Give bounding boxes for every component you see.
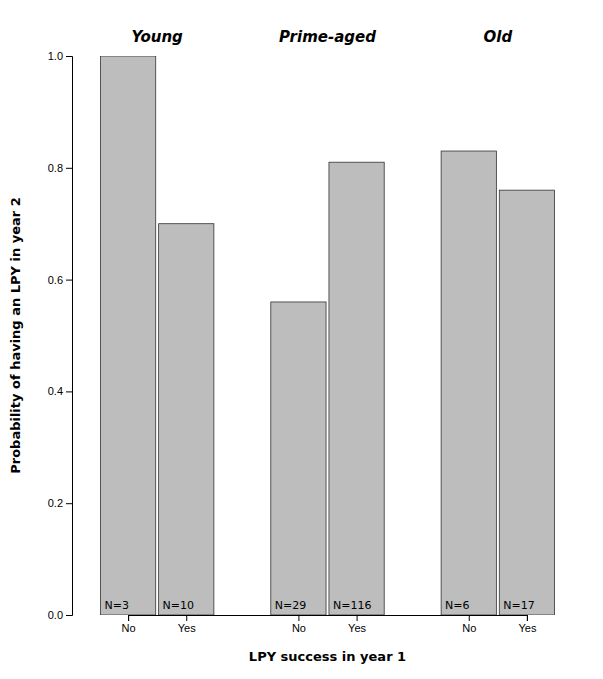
bar	[159, 224, 214, 615]
x-axis-line	[129, 616, 528, 622]
x-tick-mark	[357, 615, 358, 621]
x-tick-mark	[527, 615, 528, 621]
plot: 0.0 0.2 0.4 0.6 0.8 1.0 No Yes No Yes No Yes N=3 N=10…	[48, 28, 555, 634]
x-tick: No	[292, 615, 306, 634]
y-tick-label: 0.2	[48, 497, 63, 509]
x-tick-label: Yes	[348, 622, 366, 634]
x-tick-label: No	[462, 622, 476, 634]
x-tick-mark	[186, 615, 187, 621]
bars	[100, 56, 554, 615]
x-tick-mark	[469, 615, 470, 621]
n-labels: N=3 N=10 N=29 N=116 N=6 N=17	[104, 599, 534, 612]
bar	[100, 56, 155, 615]
n-label: N=3	[104, 599, 128, 612]
y-tick-mark	[66, 168, 72, 169]
n-label: N=29	[275, 599, 306, 612]
x-tick-label: Yes	[518, 622, 536, 634]
x-tick: No	[122, 615, 136, 634]
y-tick: 0.4	[48, 385, 72, 397]
group-labels: Young Prime-aged Old	[132, 28, 513, 46]
x-tick: No	[462, 615, 476, 634]
group-label: Old	[484, 28, 513, 46]
y-tick: 0.2	[48, 497, 72, 509]
y-tick-mark	[66, 391, 72, 392]
y-tick-mark	[66, 615, 72, 616]
y-tick-mark	[66, 56, 72, 57]
y-tick: 0.0	[48, 609, 72, 621]
x-axis: No Yes No Yes No Yes	[122, 615, 537, 634]
x-tick-mark	[128, 615, 129, 621]
y-axis-line	[66, 57, 73, 616]
bar	[441, 151, 496, 615]
y-tick-label: 0.8	[48, 162, 63, 174]
y-axis-title: Probability of having an LPY in year 2	[8, 197, 23, 474]
y-tick: 0.6	[48, 274, 72, 286]
x-axis-title: LPY success in year 1	[249, 649, 406, 664]
chart: 0.0 0.2 0.4 0.6 0.8 1.0 No Yes No Yes No Yes N=3 N=10…	[0, 0, 603, 679]
bar	[329, 162, 384, 615]
x-tick-mark	[298, 615, 299, 621]
y-tick: 1.0	[48, 50, 72, 62]
y-tick-label: 0.6	[48, 274, 63, 286]
y-tick-label: 0.4	[48, 385, 63, 397]
n-label: N=17	[503, 599, 534, 612]
group-label: Prime-aged	[279, 28, 376, 46]
x-tick-label: No	[122, 622, 136, 634]
y-axis: 0.0 0.2 0.4 0.6 0.8 1.0	[48, 50, 73, 621]
x-tick: Yes	[348, 615, 366, 634]
n-label: N=10	[163, 599, 194, 612]
x-tick: Yes	[178, 615, 196, 634]
x-tick: Yes	[518, 615, 536, 634]
y-tick: 0.8	[48, 162, 72, 174]
y-tick-label: 1.0	[48, 50, 63, 62]
x-tick-label: No	[292, 622, 306, 634]
x-tick-label: Yes	[178, 622, 196, 634]
bar	[499, 190, 554, 615]
n-label: N=116	[333, 599, 371, 612]
y-tick-mark	[66, 280, 72, 281]
n-label: N=6	[445, 599, 469, 612]
group-label: Young	[132, 28, 184, 46]
y-tick-mark	[66, 503, 72, 504]
bar	[271, 302, 326, 615]
y-tick-label: 0.0	[48, 609, 63, 621]
